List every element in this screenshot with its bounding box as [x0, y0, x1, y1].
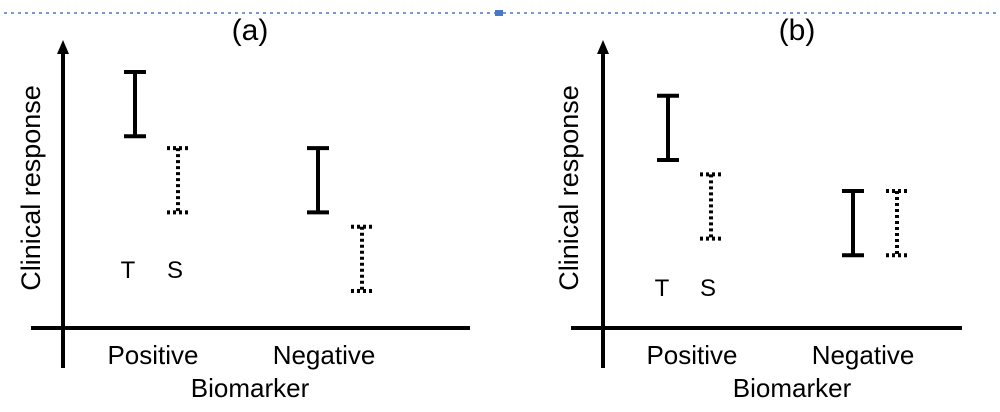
- error-bar-s-negative: [351, 224, 373, 293]
- error-bar-t-negative: [842, 189, 864, 258]
- error-bar-s-positive: [167, 146, 189, 215]
- error-bar-t-positive: [124, 70, 146, 139]
- x-tick-label-positive: Positive: [107, 340, 198, 370]
- panel-title: (b): [779, 14, 816, 47]
- x-tick-label-positive: Positive: [646, 340, 737, 370]
- marker-label-t: T: [655, 275, 670, 302]
- axes: [31, 40, 470, 368]
- y-axis-label: Clinical response: [554, 85, 584, 291]
- marker-label-s: S: [167, 257, 183, 284]
- error-bar-t-positive: [657, 93, 679, 163]
- error-bar-s-positive: [700, 172, 722, 241]
- error-bars: [124, 70, 373, 293]
- axes: [571, 40, 962, 368]
- marker-label-s: S: [700, 275, 716, 302]
- x-tick-label-negative: Negative: [812, 340, 915, 370]
- x-tick-label-negative: Negative: [273, 340, 376, 370]
- error-bar-t-negative: [307, 146, 329, 215]
- x-axis-label: Biomarker: [191, 373, 310, 403]
- y-axis-label: Clinical response: [16, 85, 46, 291]
- panel-title: (a): [232, 14, 269, 47]
- panel-frame-b: [497, 10, 996, 16]
- panel-a: (a) Clinical response Positive Negative …: [16, 14, 470, 403]
- y-axis-arrowhead: [57, 40, 69, 54]
- error-bars: [657, 93, 908, 258]
- x-axis-label: Biomarker: [733, 373, 852, 403]
- error-bar-s-negative: [886, 189, 908, 258]
- y-axis-arrowhead: [597, 40, 609, 54]
- panel-b: (b) Clinical response Positive Negative …: [554, 14, 962, 403]
- marker-label-t: T: [121, 257, 136, 284]
